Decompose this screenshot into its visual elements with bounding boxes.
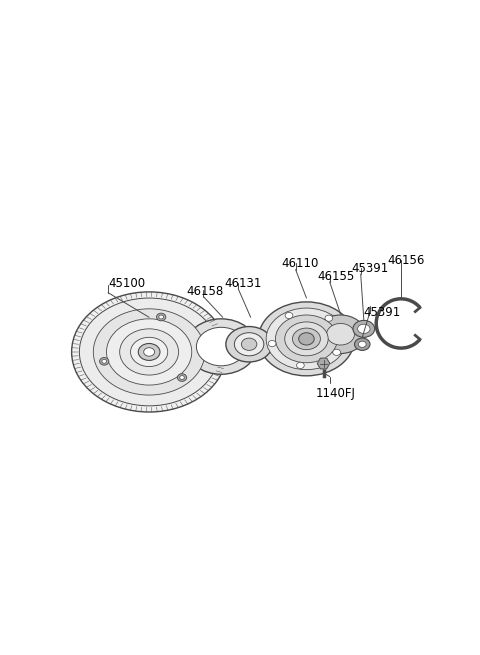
Text: 45391: 45391 [364,306,401,319]
Polygon shape [317,358,330,369]
Ellipse shape [186,319,257,374]
Text: 45391: 45391 [351,262,389,275]
Ellipse shape [353,320,375,337]
Ellipse shape [276,315,337,363]
Ellipse shape [316,315,365,354]
Ellipse shape [299,333,314,345]
Ellipse shape [138,343,160,360]
Ellipse shape [292,328,321,350]
Ellipse shape [107,319,192,385]
Ellipse shape [120,329,179,375]
Ellipse shape [241,338,257,350]
Ellipse shape [358,324,370,333]
Ellipse shape [285,312,293,318]
Ellipse shape [268,341,276,346]
Ellipse shape [99,358,109,365]
Ellipse shape [79,298,219,406]
Ellipse shape [285,322,328,356]
Text: 46131: 46131 [224,277,262,290]
Ellipse shape [131,337,168,367]
Ellipse shape [177,374,187,381]
Ellipse shape [72,292,227,412]
Text: 46155: 46155 [317,270,355,282]
Text: 1140FJ: 1140FJ [316,386,356,400]
Ellipse shape [266,308,347,369]
Text: 46110: 46110 [282,257,319,271]
Text: 46156: 46156 [387,254,424,267]
Ellipse shape [196,328,246,365]
Ellipse shape [297,362,304,369]
Ellipse shape [359,341,366,347]
Ellipse shape [325,315,333,322]
Ellipse shape [159,315,164,319]
Ellipse shape [226,327,272,362]
Ellipse shape [93,309,205,395]
Ellipse shape [156,313,166,321]
Ellipse shape [102,360,107,364]
Text: 45100: 45100 [108,277,145,290]
Ellipse shape [333,349,340,356]
Ellipse shape [355,338,370,350]
Ellipse shape [258,302,355,376]
Ellipse shape [180,375,184,379]
Text: 46158: 46158 [186,285,224,298]
Ellipse shape [326,324,355,345]
Ellipse shape [144,348,155,356]
Ellipse shape [234,333,264,356]
